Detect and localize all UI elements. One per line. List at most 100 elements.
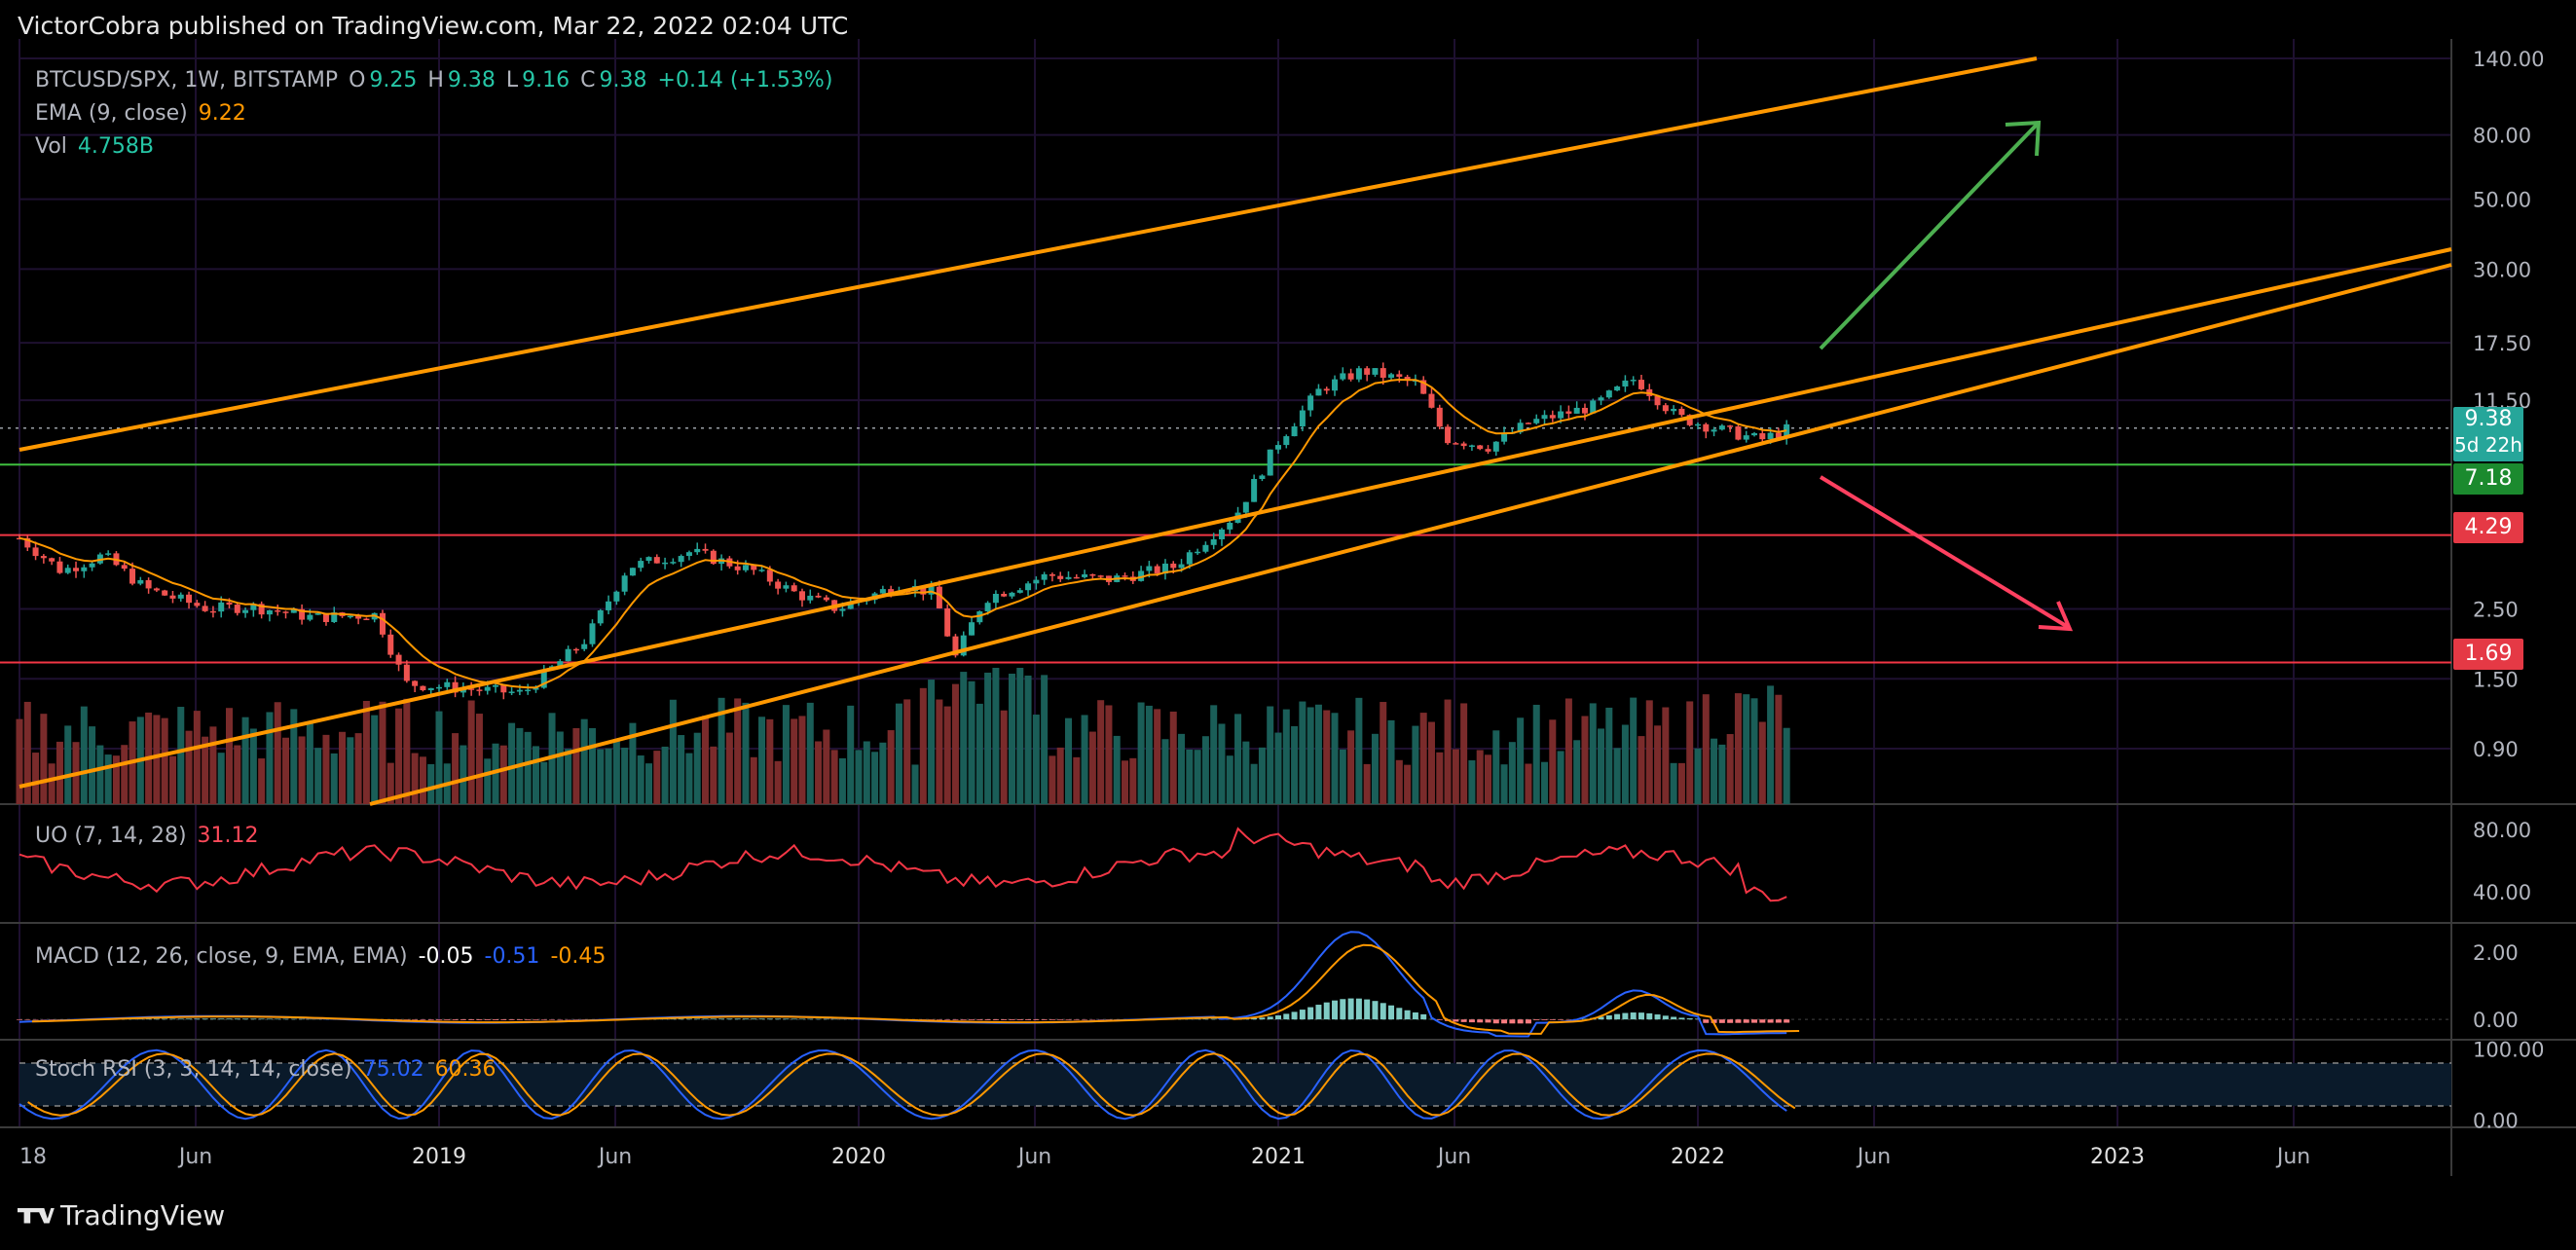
price-tick-11: 1.50	[2473, 668, 2519, 691]
volume-bar-176	[1436, 752, 1444, 804]
price-tick-12: 0.90	[2473, 738, 2519, 761]
macd-hist-89	[734, 1018, 741, 1020]
change-value: +0.14 (+1.53%)	[657, 68, 833, 92]
macd-hist-61	[508, 1019, 515, 1020]
macd-hist-123	[1009, 1019, 1015, 1021]
macd-hist-48	[403, 1019, 410, 1020]
countdown-value: 5d 22h	[2454, 433, 2522, 457]
volume-bar-212	[1726, 734, 1734, 804]
macd-hist-184	[1501, 1019, 1508, 1024]
volume-bar-9	[89, 726, 96, 804]
candle-body-76	[629, 568, 636, 576]
candle-body-30	[258, 604, 265, 615]
candle-body-7	[73, 568, 80, 571]
volume-bar-64	[532, 746, 539, 804]
volume-bar-116	[951, 683, 959, 804]
volume-bar-79	[653, 751, 661, 804]
stoch-tick-1: 0.00	[2473, 1110, 2519, 1133]
candle-body-96	[791, 585, 797, 592]
volume-bar-125	[1024, 675, 1032, 804]
candle-body-29	[250, 604, 257, 610]
candle-body-125	[1025, 583, 1032, 591]
candle-body-91	[751, 565, 757, 570]
candle-body-95	[783, 585, 790, 589]
candle-body-210	[1711, 429, 1717, 432]
uo-tick-0: 80.00	[2473, 819, 2531, 842]
macd-hist-174	[1420, 1013, 1427, 1020]
volume-bar-155	[1267, 706, 1274, 804]
candle-body-120	[984, 603, 991, 611]
candle-body-123	[1009, 592, 1015, 597]
candle-body-204	[1662, 405, 1669, 412]
symbol-legend: BTCUSD/SPX, 1W, BITSTAMP O 9.25 H 9.38 L 9.…	[35, 68, 836, 92]
macd-hist-168	[1372, 1001, 1379, 1020]
macd-label: MACD (12, 26, close, 9, EMA, EMA)	[35, 944, 408, 969]
candle-body-209	[1703, 423, 1710, 432]
macd-hist-28	[242, 1018, 249, 1020]
candle-body-177	[1445, 426, 1452, 444]
volume-bar-25	[217, 753, 225, 804]
uo-legend: UO (7, 14, 28) 31.12	[35, 824, 263, 848]
candle-body-142	[1161, 563, 1168, 574]
volume-bar-206	[1677, 762, 1685, 804]
macd-hist-214	[1743, 1019, 1749, 1023]
volume-bar-168	[1371, 733, 1379, 804]
candle-body-25	[218, 602, 225, 612]
volume-bar-129	[1056, 747, 1064, 804]
symbol-name: BTCUSD/SPX, 1W, BITSTAMP	[35, 68, 339, 92]
volume-bar-173	[1412, 725, 1419, 804]
volume-bar-49	[411, 753, 419, 804]
candle-body-102	[839, 608, 846, 611]
time-tick-3: Jun	[597, 1145, 632, 1169]
macd-hist-52	[436, 1019, 442, 1020]
macd-hist-126	[1033, 1019, 1040, 1020]
volume-bar-148	[1210, 705, 1218, 804]
volume-bar-122	[1000, 710, 1008, 804]
volume-bar-202	[1645, 700, 1653, 804]
candle-body-79	[653, 557, 660, 564]
candle-body-90	[742, 565, 749, 570]
candle-body-198	[1614, 386, 1621, 391]
candle-body-83	[685, 552, 692, 557]
volume-bar-50	[419, 756, 426, 804]
macd-hist-217	[1767, 1019, 1774, 1023]
volume-bar-201	[1638, 736, 1645, 804]
candle-body-145	[1186, 552, 1193, 565]
footer-brand[interactable]: TradingView	[18, 1199, 225, 1232]
volume-bar-19	[168, 755, 176, 804]
macd-hist-199	[1622, 1012, 1629, 1020]
macd-hist-90	[742, 1018, 749, 1020]
candle-body-34	[290, 608, 297, 613]
volume-bar-178	[1452, 749, 1459, 804]
macd-hist-58	[484, 1019, 491, 1021]
volume-bar-214	[1743, 694, 1750, 804]
candle-body-194	[1581, 407, 1588, 414]
candle-body-148	[1210, 538, 1217, 545]
green-arrow-shaft	[1819, 123, 2039, 350]
macd-hist-190	[1549, 1019, 1556, 1020]
red-level-badge-2: 1.69	[2453, 639, 2523, 670]
candle-body-140	[1146, 566, 1153, 571]
volume-bar-213	[1734, 693, 1742, 804]
macd-hist-219	[1784, 1019, 1790, 1023]
macd-hist-188	[1533, 1019, 1540, 1021]
macd-hist-113	[928, 1019, 935, 1020]
macd-hist-202	[1646, 1012, 1653, 1020]
macd-hist-20	[177, 1018, 184, 1020]
candle-body-215	[1751, 433, 1758, 436]
macd-hist-29	[250, 1018, 257, 1020]
candle-body-51	[427, 687, 434, 690]
macd-hist-155	[1267, 1016, 1273, 1020]
volume-bar-177	[1444, 699, 1452, 804]
macd-hist-187	[1525, 1019, 1531, 1024]
volume-bar-36	[306, 722, 313, 804]
volume-bar-54	[452, 733, 460, 804]
candle-body-48	[403, 664, 410, 681]
volume-bar-138	[1129, 757, 1137, 804]
high-value: 9.38	[447, 68, 496, 92]
macd-hist-92	[758, 1018, 765, 1020]
candle-body-183	[1492, 441, 1499, 452]
candle-body-67	[557, 661, 564, 667]
macd-hist-176	[1436, 1019, 1443, 1020]
